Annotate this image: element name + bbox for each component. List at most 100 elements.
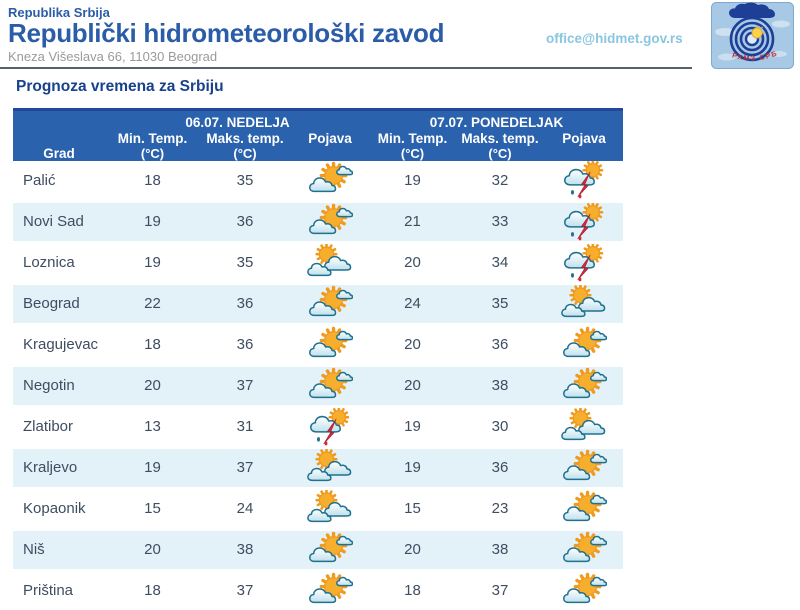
partly-cloudy-icon — [563, 572, 607, 603]
day1-weather-cell — [290, 281, 370, 326]
day2-weather-cell — [545, 161, 623, 201]
day1-max-label: Maks. temp. — [206, 131, 284, 146]
day2-max-cell: 36 — [491, 336, 509, 353]
day1-max-cell: 35 — [236, 254, 254, 271]
table-row: Novi Sad 19 36 21 33 — [13, 199, 624, 244]
day1-max-cell: 35 — [236, 171, 254, 189]
day2-min-cell: 24 — [370, 281, 455, 326]
day2-min-label: Min. Temp. — [377, 131, 448, 146]
day2-weather-cell — [545, 570, 623, 610]
day2-max-cell: 23 — [491, 500, 509, 517]
forecast-table-header: Grad 06.07. NEDELJA 07.07. PONEDELJAK Mi… — [13, 108, 624, 161]
day2-max-cell: 34 — [491, 254, 509, 271]
email-link[interactable]: office@hidmet.gov.rs — [546, 31, 683, 46]
thunderstorm-icon — [564, 202, 604, 240]
table-row: Negotin 20 37 20 38 — [13, 363, 624, 408]
day2-min-cell: 15 — [404, 500, 421, 517]
day1-min-cell: 18 — [144, 582, 161, 600]
col-header-day1-max: Maks. temp. (°C) — [200, 130, 290, 161]
city-cell: Novi Sad — [13, 199, 105, 244]
partly-cloudy-icon — [309, 161, 353, 193]
partly-cloudy-icon — [563, 449, 607, 480]
day2-weather-cell — [545, 363, 624, 408]
day1-weather-cell — [290, 445, 370, 490]
mostly-cloudy-icon — [307, 489, 352, 522]
partly-cloudy-icon — [563, 367, 607, 398]
day1-max-cell: 37 — [236, 582, 254, 600]
day1-min-cell: 22 — [105, 281, 200, 326]
day2-weather-cell — [545, 488, 623, 529]
city-cell: Priština — [23, 582, 74, 600]
partly-cloudy-icon — [309, 531, 353, 562]
page-title: Prognoza vremena za Srbiju — [16, 78, 224, 95]
mostly-cloudy-icon — [307, 243, 352, 276]
day1-weather-cell — [290, 488, 370, 529]
col-header-day1-pojava: Pojava — [290, 130, 370, 161]
col-header-day2-max: Maks. temp. (°C) — [455, 130, 545, 161]
city-cell: Kragujevac — [23, 336, 99, 353]
day1-max-cell: 36 — [236, 336, 254, 353]
day2-header: 07.07. PONEDELJAK — [370, 108, 624, 130]
day1-header: 06.07. NEDELJA — [105, 108, 370, 130]
city-cell: Loznica — [23, 254, 75, 271]
day1-min-cell: 15 — [144, 500, 161, 517]
day1-min-cell: 19 — [144, 254, 161, 271]
day2-weather-cell — [545, 281, 624, 326]
table-row: Kraljevo 19 37 19 36 — [13, 445, 624, 490]
day1-max-cell: 36 — [200, 281, 290, 326]
day2-min-cell: 19 — [404, 418, 421, 435]
mostly-cloudy-icon — [561, 407, 606, 440]
country-label: Republika Srbija — [8, 5, 110, 20]
partly-cloudy-icon — [309, 572, 353, 603]
day1-weather-cell — [290, 570, 370, 610]
day2-max-unit: (°C) — [488, 146, 512, 161]
day2-weather-cell — [545, 242, 623, 283]
day2-weather-cell — [545, 324, 623, 365]
day1-min-cell: 19 — [105, 199, 200, 244]
partly-cloudy-icon — [309, 285, 353, 316]
day2-max-cell: 33 — [455, 199, 545, 244]
table-row: Niš 20 38 20 38 — [13, 527, 624, 572]
day2-max-cell: 38 — [455, 363, 545, 408]
day1-min-unit: (°C) — [140, 146, 165, 161]
city-cell: Negotin — [13, 363, 105, 408]
partly-cloudy-icon — [309, 326, 353, 357]
day2-max-cell: 32 — [491, 171, 509, 189]
table-row: Kopaonik 15 24 15 23 — [13, 488, 623, 529]
mostly-cloudy-icon — [307, 448, 352, 481]
day2-max-label: Maks. temp. — [461, 131, 539, 146]
day2-min-cell: 18 — [404, 582, 421, 600]
day2-min-cell: 20 — [370, 363, 455, 408]
day1-weather-cell — [290, 161, 370, 201]
rhmz-logo-icon: РХМЗ СРБИЈЕ — [708, 0, 794, 69]
day1-weather-cell — [290, 324, 370, 365]
day2-min-cell: 19 — [404, 171, 421, 189]
day1-max-cell: 38 — [200, 527, 290, 572]
day2-max-cell: 30 — [491, 418, 509, 435]
day2-weather-cell — [545, 445, 624, 490]
day1-min-cell: 20 — [105, 527, 200, 572]
partly-cloudy-icon — [309, 367, 353, 398]
org-title: Republički hidrometeorološki zavod — [8, 18, 445, 48]
day2-min-cell: 20 — [404, 254, 421, 271]
day2-min-cell: 21 — [370, 199, 455, 244]
city-cell: Kraljevo — [13, 445, 105, 490]
day1-weather-cell — [290, 199, 370, 244]
day1-min-cell: 18 — [144, 336, 161, 353]
day2-weather-cell — [545, 527, 624, 572]
day1-min-cell: 13 — [144, 418, 161, 435]
table-row: Beograd 22 36 24 35 — [13, 281, 624, 326]
day2-min-cell: 19 — [370, 445, 455, 490]
thunderstorm-icon — [564, 161, 604, 199]
forecast-table: Grad 06.07. NEDELJA 07.07. PONEDELJAK Mi… — [13, 108, 624, 610]
partly-cloudy-icon — [563, 326, 607, 357]
forecast-table-body: Palić 18 35 19 32 Novi Sad 19 36 21 33 Loznica 19 35… — [13, 161, 624, 610]
day1-max-cell: 36 — [200, 199, 290, 244]
partly-cloudy-icon — [563, 490, 607, 521]
city-cell: Zlatibor — [23, 418, 74, 435]
day2-max-cell: 36 — [455, 445, 545, 490]
col-header-day1-min: Min. Temp. (°C) — [105, 130, 200, 161]
day1-min-cell: 19 — [105, 445, 200, 490]
day1-max-cell: 31 — [236, 418, 254, 435]
thunderstorm-icon — [310, 407, 350, 445]
